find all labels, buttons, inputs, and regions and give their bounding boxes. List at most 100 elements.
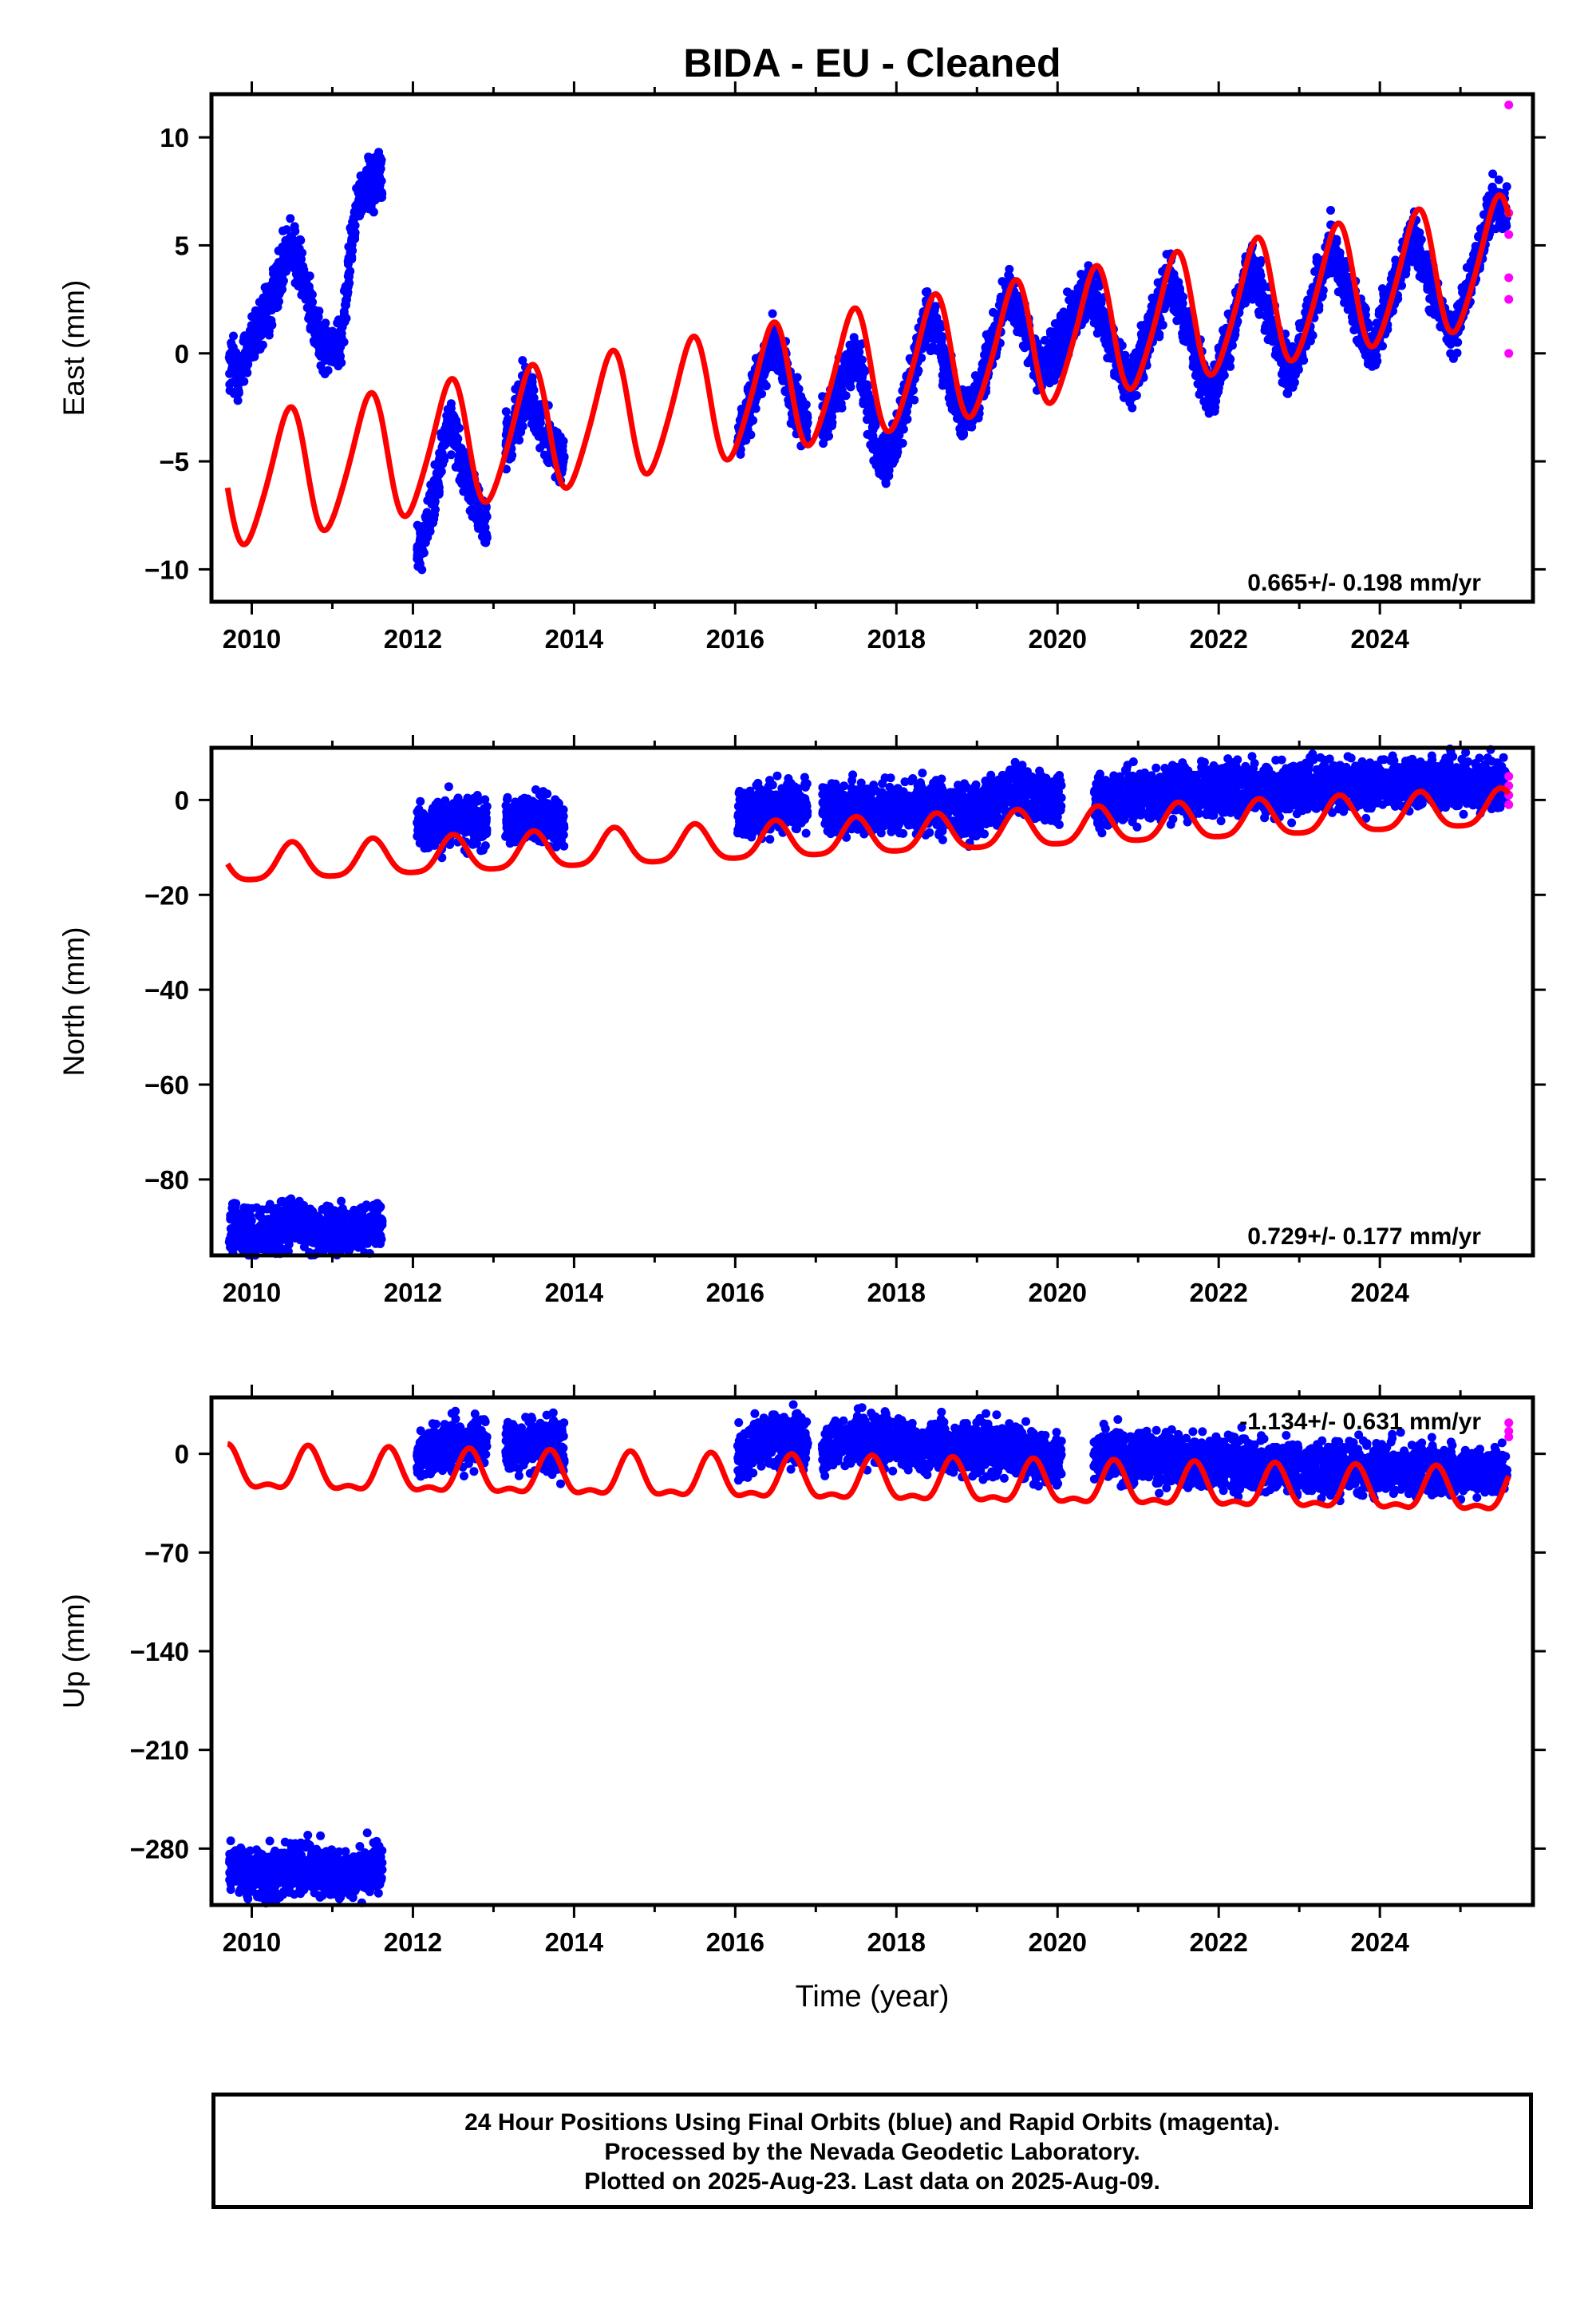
east-final-orbit-point — [320, 370, 330, 378]
east-final-orbit-point — [526, 393, 535, 403]
east-final-orbit-point — [559, 437, 568, 446]
east-final-orbit-point — [284, 260, 294, 270]
east-final-orbit-point — [903, 414, 912, 424]
east-final-orbit-point — [1169, 285, 1178, 294]
east-plot-frame — [209, 92, 1535, 604]
east-final-orbit-point — [1107, 354, 1116, 363]
east-final-orbit-point — [853, 356, 863, 366]
east-final-orbit-point — [1502, 182, 1511, 192]
east-panel: 2010 2012 2014 2016 2018 2020 2022 2024−10−5051… — [57, 81, 1546, 654]
east-y-tick-label: 10 — [160, 123, 189, 152]
east-final-orbit-point — [1216, 372, 1225, 381]
east-final-orbit-point — [1120, 393, 1128, 402]
east-final-orbit-point — [881, 460, 891, 470]
east-final-orbit-point — [375, 152, 385, 162]
east-final-orbit-point — [251, 306, 260, 315]
east-final-orbit-point — [1285, 362, 1294, 372]
east-final-orbit-point — [447, 450, 456, 460]
east-final-orbit-point — [1270, 336, 1279, 346]
east-final-orbit-point — [368, 197, 377, 207]
east-final-orbit-point — [358, 176, 368, 185]
east-final-orbit-point — [929, 318, 938, 327]
east-final-orbit-point — [1341, 274, 1350, 283]
east-final-orbit-point — [757, 389, 767, 398]
east-x-tick-label: 2022 — [1189, 624, 1247, 654]
east-final-orbit-point — [1148, 293, 1157, 302]
east-final-orbit-point — [324, 332, 334, 342]
east-final-orbit-point — [229, 331, 238, 341]
east-rapid-orbit-point — [1504, 273, 1514, 283]
east-final-orbit-point — [479, 528, 488, 538]
east-final-orbit-point — [436, 449, 445, 459]
east-final-orbit-point — [527, 419, 536, 429]
east-rapid-orbit-point — [1504, 230, 1514, 239]
east-final-orbit-point — [369, 207, 378, 217]
east-y-tick-label: 0 — [175, 339, 189, 369]
east-final-orbit-point — [1175, 304, 1184, 314]
east-rapid-orbit-point — [1504, 101, 1514, 109]
east-final-orbit-point — [1252, 264, 1262, 274]
east-final-orbit-point — [954, 413, 964, 423]
east-final-orbit-point — [801, 400, 811, 409]
east-final-orbit-point — [768, 309, 777, 318]
chart-title: BIDA - EU - Cleaned — [683, 41, 1061, 85]
east-final-orbit-point — [1189, 357, 1199, 366]
east-final-orbit-point — [230, 369, 239, 377]
east-final-orbit-point — [1332, 237, 1341, 247]
east-final-orbit-point — [501, 407, 511, 417]
east-final-orbit-point — [859, 397, 869, 407]
east-final-orbit-point — [350, 214, 359, 223]
east-final-orbit-point — [1446, 349, 1456, 358]
east-final-orbit-point — [474, 508, 484, 518]
east-final-orbit-point — [339, 286, 349, 295]
east-final-orbit-point — [1423, 282, 1432, 291]
east-final-orbit-point — [863, 381, 872, 391]
east-final-orbit-point — [1308, 330, 1317, 340]
east-final-orbit-point — [337, 358, 346, 367]
east-final-orbit-point — [227, 341, 236, 350]
east-final-orbit-point — [1377, 303, 1387, 313]
east-x-tick-label: 2012 — [384, 624, 442, 654]
east-final-orbit-point — [344, 272, 354, 282]
east-final-orbit-point — [364, 152, 373, 162]
east-final-orbit-point — [1013, 321, 1022, 330]
east-final-orbit-point — [1055, 322, 1065, 331]
east-final-orbit-point — [1065, 295, 1074, 305]
east-final-orbit-point — [251, 346, 260, 356]
east-final-orbit-point — [833, 380, 843, 389]
east-final-orbit-point — [307, 318, 317, 328]
east-final-orbit-point — [415, 539, 425, 547]
east-final-orbit-point — [305, 271, 314, 281]
east-y-tick-label: 5 — [175, 231, 189, 260]
east-final-orbit-point — [225, 385, 235, 395]
east-final-orbit-point — [1095, 308, 1104, 317]
east-final-orbit-point — [937, 338, 946, 348]
east-final-orbit-point — [1158, 320, 1167, 330]
east-final-orbit-point — [1285, 374, 1294, 384]
east-final-orbit-point — [834, 402, 843, 412]
east-final-orbit-point — [1338, 282, 1348, 291]
east-final-orbit-point — [872, 438, 882, 447]
east-final-orbit-point — [881, 479, 891, 488]
east-final-orbit-point — [1420, 271, 1430, 281]
east-final-orbit-point — [285, 240, 294, 250]
east-final-orbit-point — [346, 242, 356, 251]
east-final-orbit-point — [823, 425, 832, 435]
east-final-orbit-point — [337, 338, 346, 348]
east-final-orbit-point — [530, 401, 539, 411]
east-final-orbit-point — [294, 259, 303, 269]
east-final-orbit-point — [1264, 318, 1274, 327]
east-final-orbit-point — [1046, 339, 1056, 349]
east-final-orbit-point — [459, 461, 468, 471]
east-final-orbit-point — [1312, 253, 1321, 263]
east-final-orbit-point — [1363, 359, 1373, 369]
east-final-orbit-point — [448, 430, 457, 440]
north-panel: 2010 2012 2014 2016 2018 2020 2022 2024−80−60−4… — [57, 735, 1546, 1307]
east-final-orbit-point — [845, 360, 855, 370]
east-final-orbit-point — [347, 255, 357, 264]
east-final-orbit-point — [846, 374, 855, 384]
east-rapid-orbit-point — [1504, 349, 1514, 358]
east-final-orbit-point — [371, 188, 381, 197]
east-final-orbit-point — [367, 170, 377, 180]
